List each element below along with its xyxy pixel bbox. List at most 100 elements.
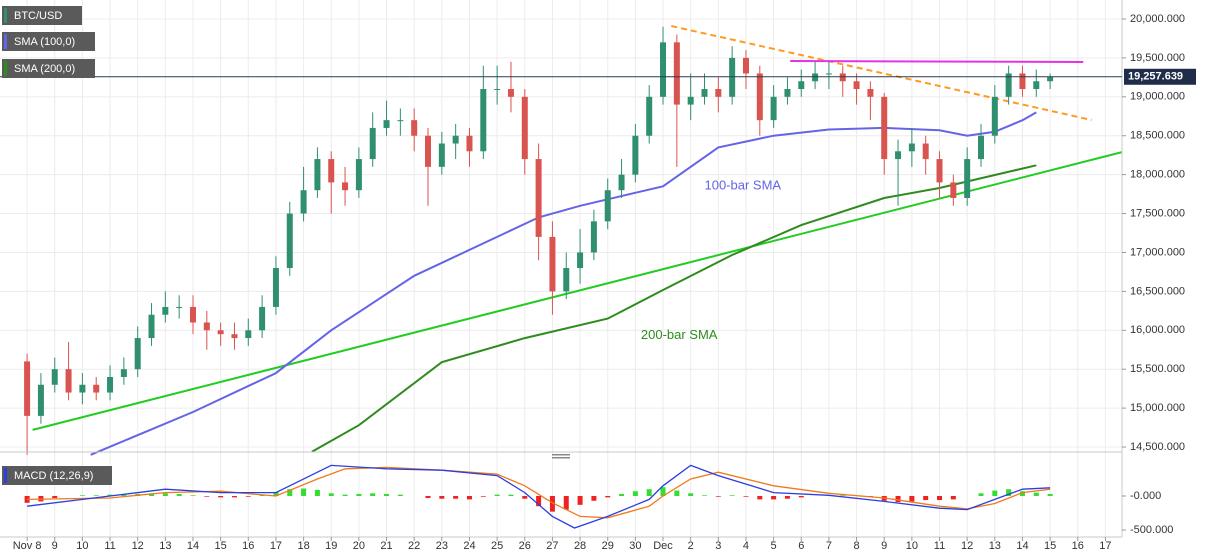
y-tick-label: 14,500.000	[1130, 441, 1185, 453]
candle-body	[549, 236, 556, 292]
x-tick-label: 27	[546, 540, 558, 552]
macd-histogram-bar	[591, 496, 597, 501]
candle-body	[342, 182, 349, 191]
macd-histogram-bar	[840, 495, 846, 496]
macd-histogram-bar	[397, 494, 403, 496]
candle-body	[51, 369, 58, 385]
x-tick-label: 12	[961, 540, 973, 552]
candle-body	[701, 89, 708, 97]
candle-body	[784, 89, 791, 97]
x-tick-label: 30	[629, 540, 641, 552]
candle-body	[812, 73, 819, 82]
y-tick-label: 19,500.000	[1130, 52, 1185, 64]
candle-body	[397, 120, 404, 122]
x-tick-label: 12	[132, 540, 144, 552]
candle-body	[936, 159, 943, 183]
candle-body	[839, 73, 846, 82]
macd-histogram-bar	[231, 496, 237, 498]
macd-histogram-bar	[978, 493, 984, 496]
x-tick-label: 22	[408, 540, 420, 552]
candle-body	[328, 159, 335, 183]
x-tick-label: 3	[715, 540, 721, 552]
candle-body	[825, 73, 832, 75]
x-tick-label: Nov 8	[13, 540, 42, 552]
macd-histogram-bar	[743, 496, 749, 497]
x-tick-label: 17	[270, 540, 282, 552]
candle-body	[231, 334, 238, 339]
candle-body	[148, 314, 155, 339]
y-tick-label: 16,500.000	[1130, 285, 1185, 297]
candle-body	[259, 306, 266, 331]
candle-body	[355, 159, 362, 191]
macd-histogram-bar	[190, 495, 196, 496]
macd-histogram-bar	[79, 495, 85, 496]
y-tick-label: 17,000.000	[1130, 246, 1185, 258]
candle-body	[867, 89, 874, 97]
resize-handle[interactable]	[552, 457, 570, 459]
macd-histogram-bar	[480, 496, 486, 497]
y2-tick-label: -0.000	[1130, 490, 1161, 502]
x-tick-label: 17	[1099, 540, 1111, 552]
candle-body	[604, 190, 611, 222]
macd-histogram-bar	[328, 493, 334, 496]
annotation: 200-bar SMA	[641, 327, 718, 342]
candle-body	[1047, 76, 1054, 82]
macd-histogram-bar	[619, 493, 625, 496]
candle-body	[383, 120, 390, 128]
candle-body	[798, 81, 805, 90]
x-tick-label: 28	[574, 540, 586, 552]
x-tick-label: 16	[242, 540, 254, 552]
macd-histogram-bar	[508, 494, 514, 496]
macd-histogram-bar	[563, 496, 569, 510]
candle-body	[452, 135, 459, 144]
legend-swatch	[4, 8, 7, 23]
last-price-box	[1124, 68, 1196, 85]
candle-body	[369, 127, 376, 160]
legend-box	[2, 6, 82, 25]
candle-body	[950, 182, 957, 198]
last-price-label: 19,257.639	[1128, 71, 1183, 83]
legend-swatch	[4, 61, 7, 76]
legend-swatch	[4, 468, 7, 483]
macd-histogram-bar	[439, 496, 445, 499]
macd-histogram-bar	[937, 496, 943, 501]
macd-histogram-bar	[605, 496, 611, 498]
y-tick-label: 15,000.000	[1130, 402, 1185, 414]
macd-histogram-bar	[784, 496, 790, 499]
macd-histogram-bar	[715, 496, 721, 497]
macd-histogram-bar	[356, 493, 362, 496]
y-tick-label: 19,000.000	[1130, 91, 1185, 103]
candle-body	[632, 135, 639, 175]
x-tick-label: 19	[325, 540, 337, 552]
grid	[0, 0, 1122, 537]
x-tick-label: 21	[380, 540, 392, 552]
candle-body	[660, 42, 667, 97]
macd-histogram-bar	[992, 490, 998, 496]
legend-label: BTC/USD	[14, 10, 62, 22]
macd-histogram-bar	[24, 496, 30, 503]
candle-body	[245, 330, 252, 339]
candle-body	[964, 159, 971, 198]
x-tick-label: 5	[771, 540, 777, 552]
macd-histogram-bar	[798, 496, 804, 498]
macd-histogram-bar	[162, 493, 168, 496]
x-tick-label: 10	[906, 540, 918, 552]
macd-histogram-bar	[1006, 489, 1012, 496]
x-tick-label: 13	[159, 540, 171, 552]
macd-histogram-bar	[287, 489, 293, 496]
x-tick-label: 11	[934, 540, 945, 552]
candle-body	[286, 213, 293, 269]
macd-histogram-bar	[1047, 493, 1053, 496]
macd-histogram-bar	[425, 496, 431, 499]
candle-body	[590, 221, 597, 253]
macd-histogram-bar	[688, 493, 694, 496]
macd-histogram-bar	[314, 489, 320, 496]
x-tick-label: 2	[688, 540, 694, 552]
resize-handle[interactable]	[552, 454, 570, 456]
macd-histogram-bar	[757, 496, 763, 500]
x-tick-label: 14	[1016, 540, 1028, 552]
x-tick-label: Dec	[653, 540, 673, 552]
candle-body	[65, 369, 72, 393]
y-tick-label: 20,000.000	[1130, 13, 1185, 25]
macd-histogram-bar	[950, 496, 956, 500]
